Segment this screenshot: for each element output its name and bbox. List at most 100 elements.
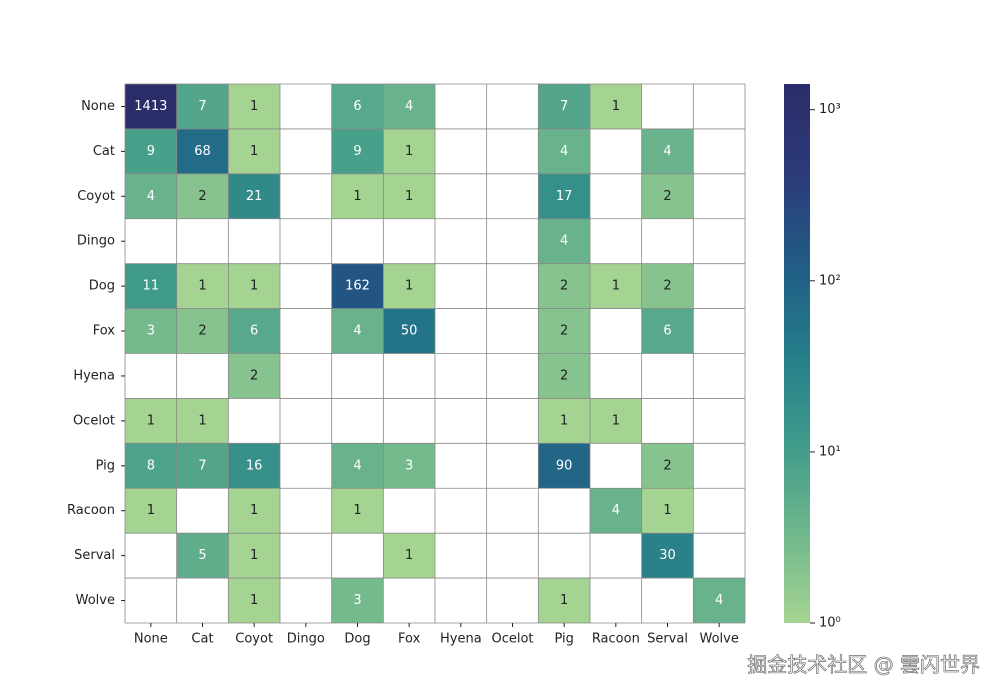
cell	[538, 84, 590, 129]
cell	[538, 173, 590, 219]
cell-label: 2	[560, 279, 568, 294]
cell-label: 5	[198, 548, 206, 563]
x-tick-label: Hyena	[440, 632, 482, 647]
cell-label: 1	[250, 144, 258, 159]
cell-label: 30	[659, 548, 676, 563]
cell-label: 7	[560, 99, 568, 114]
cell-label: 7	[198, 99, 206, 114]
y-tick-label: Hyena	[73, 368, 115, 383]
x-tick-label: Coyot	[235, 632, 273, 647]
cell-label: 9	[147, 144, 155, 159]
cell	[538, 398, 590, 444]
cell	[641, 128, 694, 174]
cell	[383, 173, 435, 219]
x-tick-label: Dog	[344, 632, 370, 647]
y-tick-label: Pig	[96, 458, 115, 473]
cell-label: 1	[612, 413, 620, 428]
cell	[331, 578, 384, 623]
cell	[228, 263, 280, 309]
cell-label: 3	[405, 458, 413, 473]
cell-label: 16	[246, 458, 263, 473]
cell	[331, 263, 384, 309]
colorbar-tick-label: 10³	[819, 102, 841, 117]
cell	[176, 128, 229, 174]
cell-label: 4	[353, 324, 361, 339]
cell	[331, 173, 384, 219]
cell	[641, 173, 694, 219]
cell	[641, 488, 694, 534]
cell-label: 17	[556, 189, 573, 204]
cell	[228, 173, 280, 219]
cell-label: 2	[198, 324, 206, 339]
cell	[693, 578, 745, 623]
x-tick-label: Cat	[191, 632, 213, 647]
cell-label: 4	[612, 503, 620, 518]
y-tick-label: Racoon	[67, 503, 115, 518]
cell-label: 90	[556, 458, 573, 473]
cell	[538, 128, 590, 174]
cell-label: 1	[353, 189, 361, 204]
cell-label: 2	[663, 279, 671, 294]
cell	[125, 84, 177, 129]
cell	[125, 443, 177, 489]
cell-label: 9	[353, 144, 361, 159]
cell	[538, 308, 590, 354]
cell	[641, 443, 694, 489]
cell-label: 1	[250, 548, 258, 563]
y-tick-label: Dog	[89, 279, 115, 294]
cell	[383, 533, 435, 579]
cell-label: 21	[246, 189, 263, 204]
cell-label: 4	[560, 234, 568, 249]
cell-label: 7	[198, 458, 206, 473]
cell	[331, 488, 384, 534]
cell-label: 1	[250, 593, 258, 608]
y-tick-label: None	[81, 99, 115, 114]
cell	[383, 443, 435, 489]
cell	[176, 84, 229, 129]
cell-label: 6	[663, 324, 671, 339]
cell-label: 2	[560, 324, 568, 339]
cell-label: 1	[560, 593, 568, 608]
cell	[228, 84, 280, 129]
cell-label: 1	[250, 99, 258, 114]
cell	[125, 128, 177, 174]
cell-label: 4	[663, 144, 671, 159]
cell-label: 6	[250, 324, 258, 339]
cell	[383, 263, 435, 309]
x-tick-label: Wolve	[699, 632, 738, 647]
cell-label: 1	[612, 99, 620, 114]
cell-label: 1413	[134, 99, 167, 114]
colorbar-tick-label: 10²	[819, 273, 841, 288]
cell	[331, 84, 384, 129]
y-tick-label: Cat	[93, 144, 115, 159]
cell	[228, 488, 280, 534]
cell	[228, 533, 280, 579]
y-tick-label: Ocelot	[73, 413, 115, 428]
cell-label: 2	[560, 368, 568, 383]
y-tick-label: Coyot	[77, 189, 115, 204]
cell	[228, 128, 280, 174]
cell	[641, 533, 694, 579]
cell	[331, 308, 384, 354]
cell	[176, 173, 229, 219]
cell-label: 2	[663, 458, 671, 473]
cell-label: 11	[143, 279, 160, 294]
cell	[538, 443, 590, 489]
watermark: 掘金技术社区 @ 雲闪世界	[747, 653, 980, 677]
cell	[228, 443, 280, 489]
cell	[331, 443, 384, 489]
x-tick-label: Racoon	[592, 632, 640, 647]
cell-label: 1	[405, 279, 413, 294]
x-tick-label: Serval	[647, 632, 688, 647]
y-tick-label: Dingo	[77, 234, 115, 249]
cell	[125, 308, 177, 354]
cell-label: 1	[560, 413, 568, 428]
cell-label: 3	[353, 593, 361, 608]
cell-label: 1	[250, 279, 258, 294]
x-tick-label: Pig	[554, 632, 573, 647]
colorbar-tick-label: 10⁰	[819, 616, 841, 631]
cell	[538, 218, 590, 264]
cell	[228, 308, 280, 354]
